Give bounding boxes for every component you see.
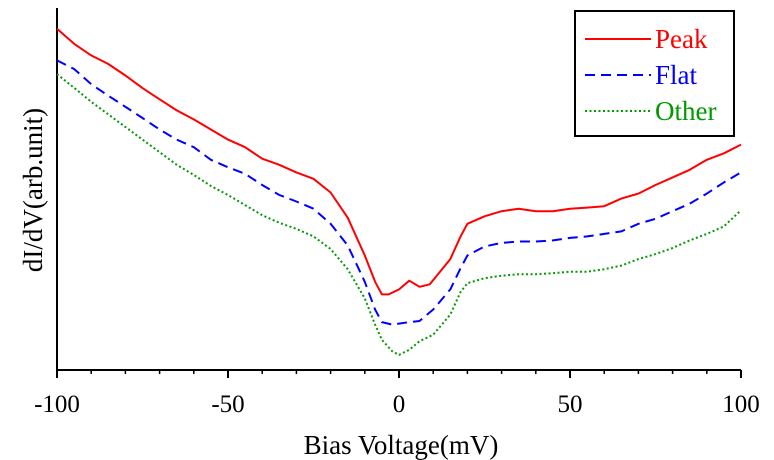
legend: Peak Flat Other <box>574 10 735 137</box>
legend-label-peak: Peak <box>655 24 708 54</box>
x-tick-label: -100 <box>34 391 80 418</box>
series-line-other <box>56 73 742 356</box>
x-tick-label: -50 <box>211 391 244 418</box>
series-line-peak <box>56 27 742 296</box>
legend-box <box>574 10 735 137</box>
x-axis-label: Bias Voltage(mV) <box>304 430 499 460</box>
x-tick-label: 0 <box>393 391 406 418</box>
series-line-flat <box>56 59 742 326</box>
series-layer <box>56 27 742 356</box>
axes-group: -100 -50 0 50 100 <box>34 8 760 418</box>
x-tick-label: 100 <box>722 391 760 418</box>
y-axis-label: dI/dV(arb.unit) <box>18 108 48 272</box>
legend-label-other: Other <box>655 96 716 126</box>
legend-label-flat: Flat <box>655 60 698 90</box>
x-tick-label: 50 <box>558 391 583 418</box>
